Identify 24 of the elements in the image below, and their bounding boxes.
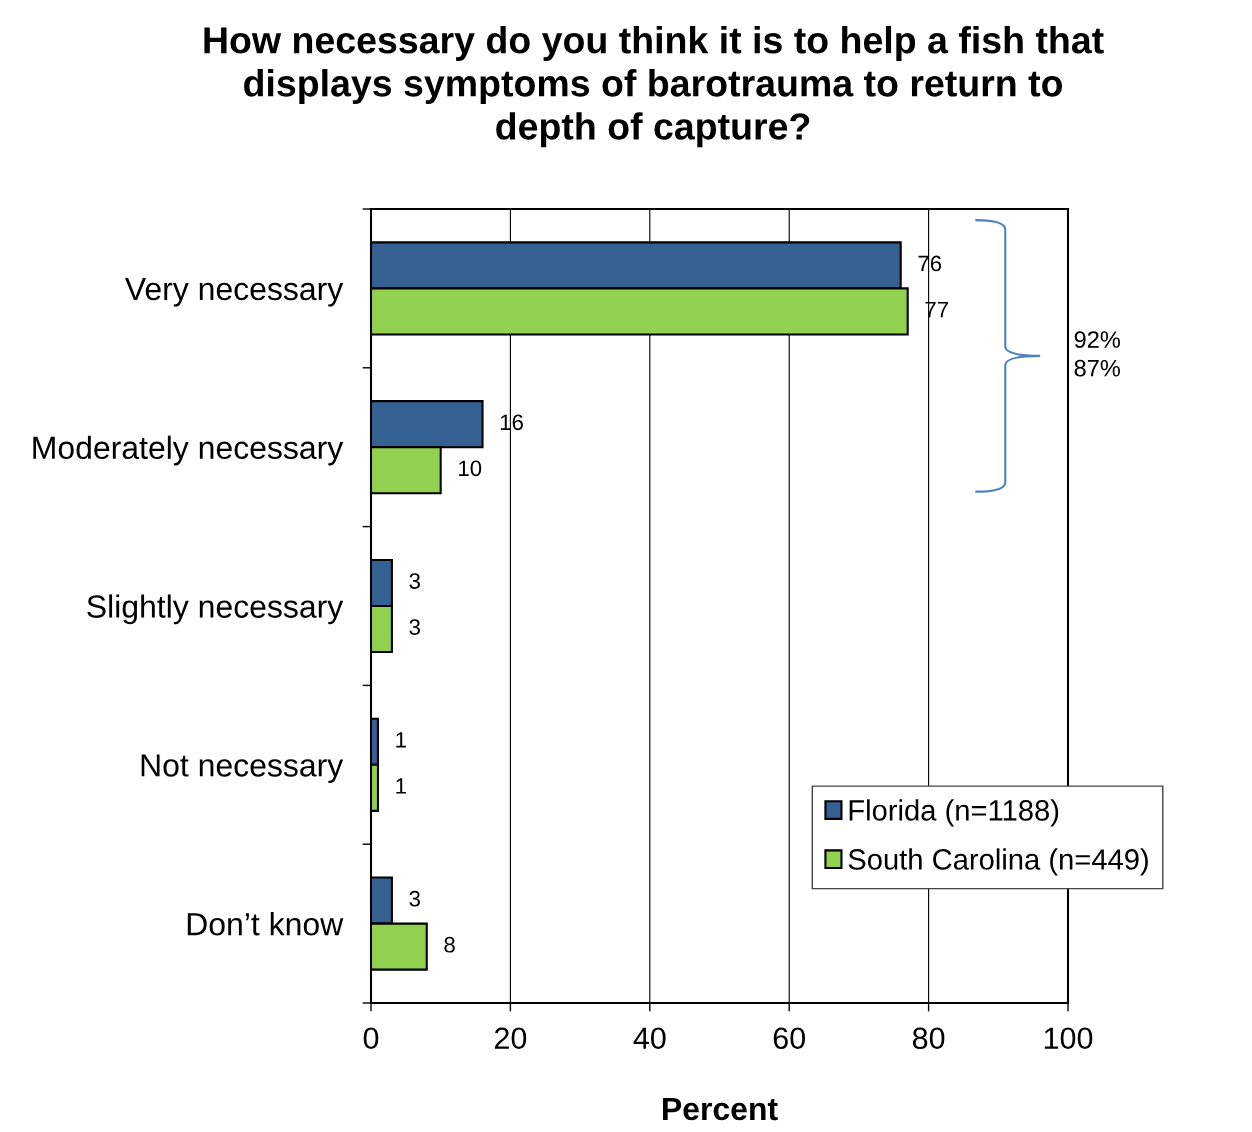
x-tick-label: 60 xyxy=(773,1027,805,1050)
legend-label: Florida (n=1188) xyxy=(849,799,1059,827)
data-label: 3 xyxy=(409,573,420,589)
x-tick-label: 40 xyxy=(633,1027,666,1050)
y-tick-label: Moderately necessary xyxy=(33,435,344,466)
x-tick-label: 100 xyxy=(1044,1027,1093,1050)
chart-title: How necessary do you think it is to help a fish that displays symptoms of barotrauma to return to depth of capture? xyxy=(204,26,1104,148)
y-tick-label: Not necessary xyxy=(141,754,344,783)
x-axis-title: Percent xyxy=(663,1097,778,1121)
y-tick-label: Slightly necessary xyxy=(87,594,344,625)
x-tick-label: 20 xyxy=(494,1027,527,1050)
x-tick-label: 0 xyxy=(363,1027,379,1050)
y-tick-label: Don’t know xyxy=(187,912,344,936)
data-label: 1 xyxy=(396,732,406,748)
data-label: 1 xyxy=(396,778,406,794)
data-label: 10 xyxy=(459,460,482,477)
text: 92% xyxy=(1074,331,1120,348)
text: 87% xyxy=(1074,359,1120,377)
x-tick-label: 80 xyxy=(912,1027,945,1050)
y-tick-label: Very necessary xyxy=(124,278,344,307)
data-label: 3 xyxy=(409,890,420,907)
legend-label: South Carolina (n=449) xyxy=(848,848,1148,876)
data-label: 8 xyxy=(444,936,455,953)
data-label: 3 xyxy=(409,619,420,635)
